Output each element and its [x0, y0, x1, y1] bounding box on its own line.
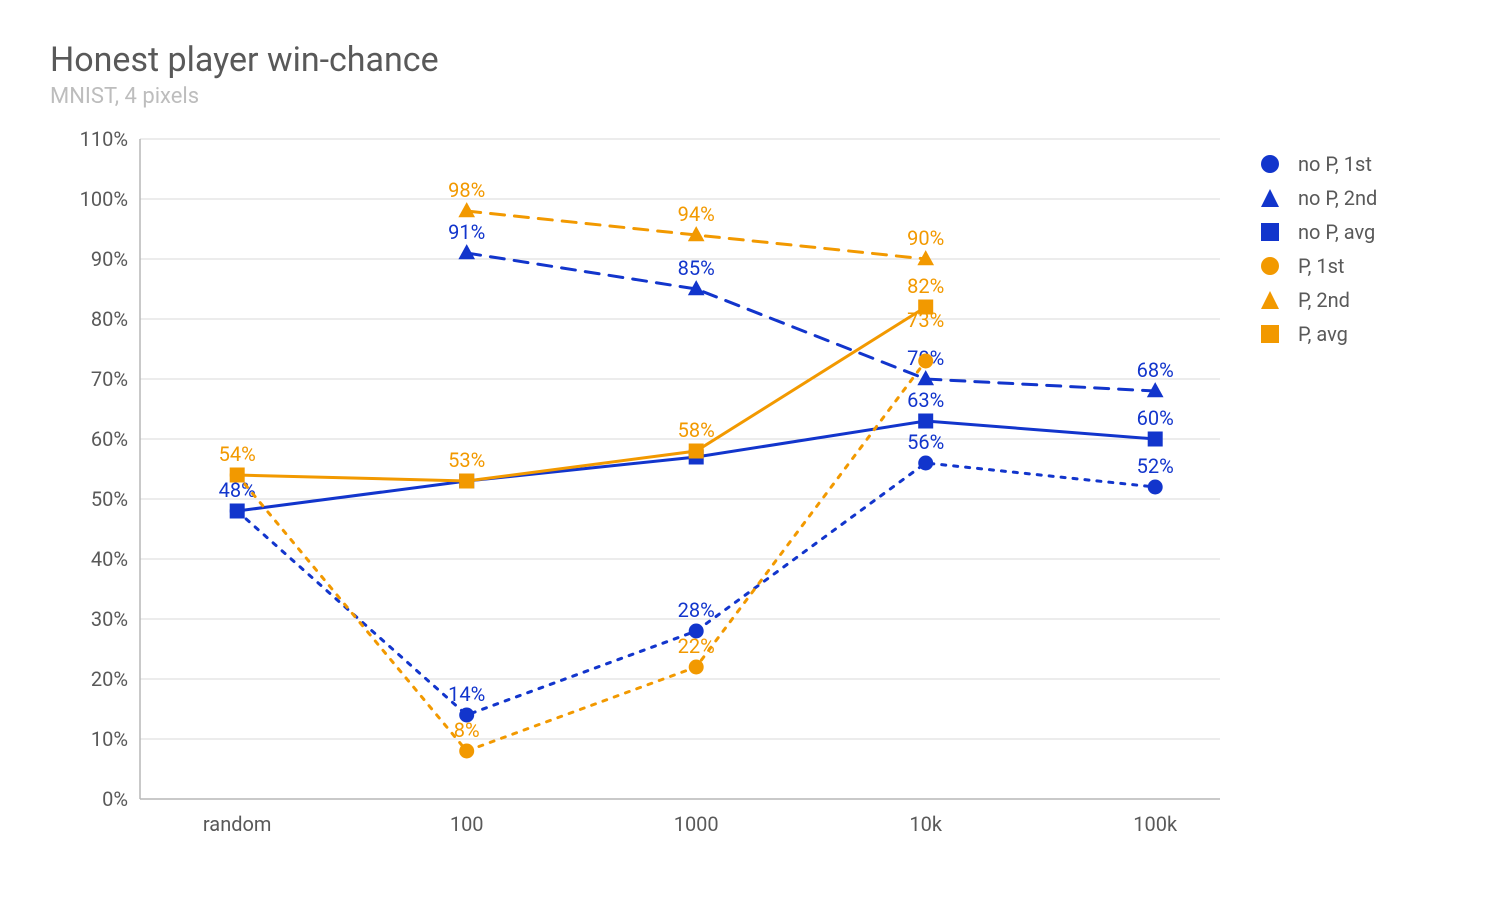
- legend-item-p-avg: P, avg: [1258, 317, 1377, 351]
- triangle-icon: [1258, 188, 1282, 208]
- y-tick-label: 80%: [91, 307, 128, 331]
- x-tick-label: 100: [450, 812, 484, 836]
- legend-item-no-p-avg: no P, avg: [1258, 215, 1377, 249]
- x-tick-label: 10k: [909, 812, 942, 836]
- legend-item-no-p-1st: no P, 1st: [1258, 147, 1377, 181]
- series-p-2nd: 98% 94% 90%: [448, 178, 944, 265]
- series-line: [467, 253, 1155, 391]
- data-label: 85%: [678, 256, 715, 280]
- legend-label: no P, 1st: [1298, 152, 1372, 176]
- chart-svg: 0% 10% 20% 30% 40% 50% 60% 70% 80% 90% 100% 110% ran…: [50, 129, 1230, 849]
- triangle-icon: [1258, 290, 1282, 310]
- data-label: 63%: [907, 388, 944, 412]
- square-icon: [1258, 222, 1282, 242]
- data-label: 60%: [1137, 406, 1174, 430]
- series-line: [237, 307, 926, 481]
- y-tick-label: 10%: [91, 727, 128, 751]
- chart-wrap: 0% 10% 20% 30% 40% 50% 60% 70% 80% 90% 100% 110% ran…: [50, 129, 1449, 849]
- data-label: 53%: [448, 448, 485, 472]
- y-tick-label: 20%: [91, 667, 128, 691]
- x-tick-label: random: [203, 812, 272, 836]
- data-label: 68%: [1137, 358, 1174, 382]
- data-label: 52%: [1137, 454, 1174, 478]
- legend-label: P, 1st: [1298, 254, 1344, 278]
- legend-item-p-1st: P, 1st: [1258, 249, 1377, 283]
- chart-plot-area: 0% 10% 20% 30% 40% 50% 60% 70% 80% 90% 100% 110% ran…: [50, 129, 1230, 849]
- series-line: [237, 361, 926, 751]
- square-icon: [1258, 324, 1282, 344]
- x-tick-label: 100k: [1133, 812, 1178, 836]
- circle-icon: [1258, 256, 1282, 276]
- legend-label: P, avg: [1298, 322, 1348, 346]
- y-tick-label: 40%: [91, 547, 128, 571]
- data-label: 82%: [907, 274, 944, 298]
- legend-label: no P, avg: [1298, 220, 1375, 244]
- series-p-1st: 8%22%73%: [230, 308, 945, 759]
- legend-item-no-p-2nd: no P, 2nd: [1258, 181, 1377, 215]
- y-tick-label: 60%: [91, 427, 128, 451]
- chart-subtitle: MNIST, 4 pixels: [50, 84, 1449, 109]
- data-label: 94%: [678, 202, 715, 226]
- data-label: 54%: [219, 442, 256, 466]
- y-tick-label: 0%: [102, 787, 128, 811]
- data-label: 8%: [454, 718, 480, 742]
- x-tick-label: 1000: [674, 812, 719, 836]
- y-tick-label: 30%: [91, 607, 128, 631]
- data-label: 98%: [448, 178, 485, 202]
- series-line: [237, 463, 1155, 715]
- circle-icon: [1258, 154, 1282, 174]
- legend-label: P, 2nd: [1298, 288, 1350, 312]
- chart-title: Honest player win-chance: [50, 40, 1449, 80]
- data-label: 56%: [907, 430, 944, 454]
- y-tick-label: 70%: [91, 367, 128, 391]
- legend-label: no P, 2nd: [1298, 186, 1377, 210]
- y-tick-label: 50%: [91, 487, 128, 511]
- data-label: 28%: [678, 598, 715, 622]
- data-label: 91%: [448, 220, 485, 244]
- y-tick-label: 110%: [80, 129, 128, 151]
- data-label: 22%: [678, 634, 715, 658]
- y-tick-label: 100%: [80, 187, 128, 211]
- data-label: 90%: [907, 226, 944, 250]
- chart-container: Honest player win-chance MNIST, 4 pixels…: [0, 0, 1499, 905]
- series-p-avg: 54% 53% 58% 82%: [219, 274, 945, 489]
- y-tick-label: 90%: [91, 247, 128, 271]
- data-label: 58%: [678, 418, 715, 442]
- legend-item-p-2nd: P, 2nd: [1258, 283, 1377, 317]
- data-label: 14%: [448, 682, 485, 706]
- chart-legend: no P, 1st no P, 2nd no P, avg P, 1st P, 2nd P…: [1230, 129, 1377, 849]
